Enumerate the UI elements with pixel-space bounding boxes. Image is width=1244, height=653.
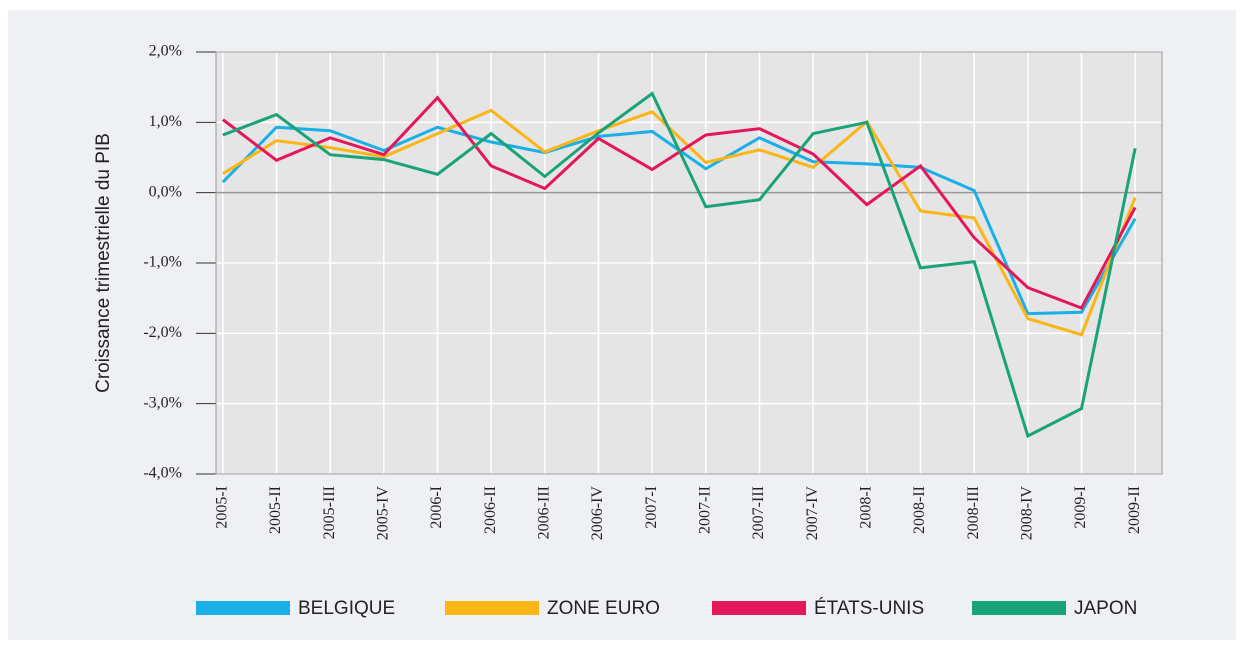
- plot-border: [215, 51, 1163, 475]
- legend-swatch: [445, 601, 539, 615]
- x-tick-label: 2006-III: [536, 486, 553, 539]
- x-tick-label: 2006-I: [428, 486, 445, 529]
- x-tick-label: 2009-I: [1072, 486, 1089, 529]
- legend-label: BELGIQUE: [298, 598, 395, 619]
- x-tick-label: 2008-I: [858, 486, 875, 529]
- legend-swatch: [712, 601, 806, 615]
- legend-label: ÉTATS-UNIS: [814, 598, 924, 619]
- y-tick-label: -2,0%: [143, 324, 182, 341]
- x-tick-label: 2007-III: [750, 486, 767, 539]
- y-tick-label: -4,0%: [143, 465, 182, 482]
- legend-label: JAPON: [1074, 598, 1137, 619]
- series-line: [222, 91, 1137, 439]
- legend-label: ZONE EURO: [547, 598, 660, 619]
- x-tick-label: 2005-III: [321, 486, 338, 539]
- x-tick-label: 2007-IV: [804, 486, 821, 541]
- x-tick-label: 2005-IV: [375, 486, 392, 541]
- x-tick-label: 2008-II: [911, 486, 928, 534]
- x-tick-label: 2005-I: [214, 486, 231, 529]
- x-tick-label: 2006-II: [482, 486, 499, 534]
- x-tick-label: 2008-IV: [1019, 486, 1036, 541]
- y-tick-label: 2,0%: [149, 43, 182, 60]
- x-tick-label: 2005-II: [267, 486, 284, 534]
- legend-swatch: [196, 601, 290, 615]
- y-tick-label: 1,0%: [149, 113, 182, 130]
- x-tick-label: 2006-IV: [589, 486, 606, 541]
- x-tick-label: 2007-I: [643, 486, 660, 529]
- y-tick-label: 0,0%: [149, 183, 182, 200]
- series-line: [222, 108, 1137, 337]
- y-axis-title: Croissance trimestrielle du PIB: [93, 133, 114, 393]
- x-tick-label: 2008-III: [965, 486, 982, 539]
- x-tick-label: 2007-II: [697, 486, 714, 534]
- y-tick-label: -1,0%: [143, 254, 182, 271]
- x-tick-label: 2009-II: [1126, 486, 1143, 534]
- legend-swatch: [972, 601, 1066, 615]
- y-tick-label: -3,0%: [143, 394, 182, 411]
